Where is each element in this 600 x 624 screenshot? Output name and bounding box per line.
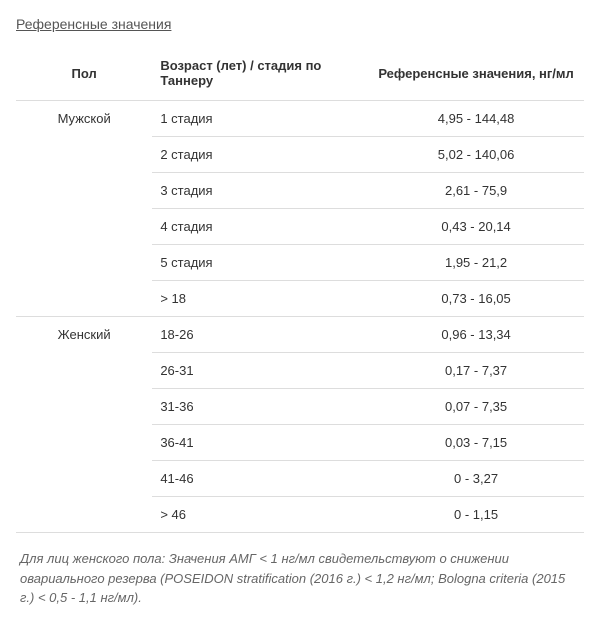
- page-title: Референсные значения: [16, 16, 584, 32]
- age-cell: 5 стадия: [152, 245, 368, 281]
- table-row: Женский18-260,96 - 13,34: [16, 317, 584, 353]
- col-age: Возраст (лет) / стадия по Таннеру: [152, 46, 368, 101]
- value-cell: 0,07 - 7,35: [368, 389, 584, 425]
- age-cell: 18-26: [152, 317, 368, 353]
- col-sex: Пол: [16, 46, 152, 101]
- value-cell: 5,02 - 140,06: [368, 137, 584, 173]
- value-cell: 0 - 1,15: [368, 497, 584, 533]
- reference-table: Пол Возраст (лет) / стадия по Таннеру Ре…: [16, 46, 584, 533]
- footnote: Для лиц женского пола: Значения АМГ < 1 …: [16, 549, 584, 608]
- col-value: Референсные значения, нг/мл: [368, 46, 584, 101]
- value-cell: 0,96 - 13,34: [368, 317, 584, 353]
- age-cell: 4 стадия: [152, 209, 368, 245]
- age-cell: 1 стадия: [152, 101, 368, 137]
- age-cell: 3 стадия: [152, 173, 368, 209]
- sex-cell: Мужской: [16, 101, 152, 317]
- value-cell: 0 - 3,27: [368, 461, 584, 497]
- age-cell: 36-41: [152, 425, 368, 461]
- age-cell: 31-36: [152, 389, 368, 425]
- value-cell: 0,73 - 16,05: [368, 281, 584, 317]
- value-cell: 0,43 - 20,14: [368, 209, 584, 245]
- value-cell: 0,17 - 7,37: [368, 353, 584, 389]
- value-cell: 1,95 - 21,2: [368, 245, 584, 281]
- age-cell: 26-31: [152, 353, 368, 389]
- value-cell: 2,61 - 75,9: [368, 173, 584, 209]
- value-cell: 0,03 - 7,15: [368, 425, 584, 461]
- age-cell: > 18: [152, 281, 368, 317]
- sex-cell: Женский: [16, 317, 152, 533]
- age-cell: 41-46: [152, 461, 368, 497]
- age-cell: > 46: [152, 497, 368, 533]
- age-cell: 2 стадия: [152, 137, 368, 173]
- table-header-row: Пол Возраст (лет) / стадия по Таннеру Ре…: [16, 46, 584, 101]
- value-cell: 4,95 - 144,48: [368, 101, 584, 137]
- table-row: Мужской1 стадия4,95 - 144,48: [16, 101, 584, 137]
